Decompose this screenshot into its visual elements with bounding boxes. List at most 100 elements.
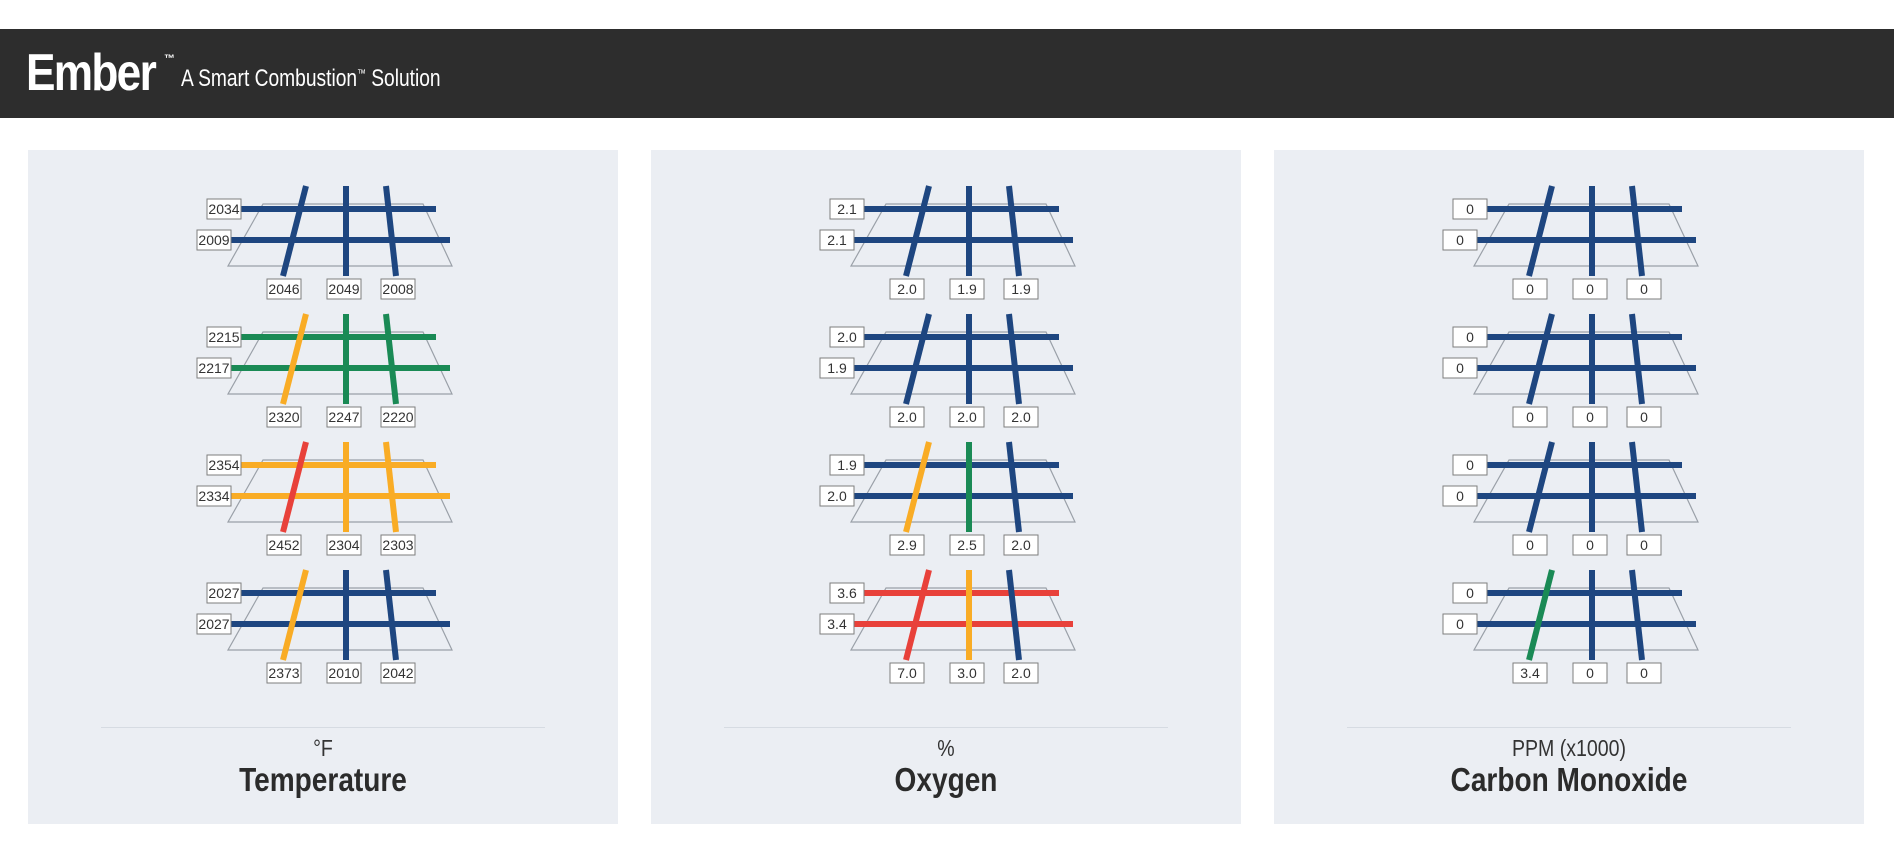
column-value: 0 [1586, 537, 1594, 553]
column-value-box [1003, 406, 1039, 428]
row-value-box [206, 198, 242, 220]
column-bar [383, 441, 399, 533]
row-value-box [1442, 357, 1478, 379]
row-value-box [196, 485, 232, 507]
column-value-box [266, 534, 302, 556]
column-value-box [1626, 406, 1662, 428]
column-value-box [1003, 278, 1039, 300]
row-value-box [1452, 454, 1488, 476]
row-value: 2.1 [827, 232, 847, 248]
row-value-box [1452, 198, 1488, 220]
column-value-box [1626, 278, 1662, 300]
column-bar [903, 569, 932, 661]
column-value: 2220 [382, 409, 413, 425]
brand-logo: Ember [26, 44, 157, 102]
level-3: 2354 2334 2452 2304 2303 [196, 441, 453, 556]
column-value: 0 [1526, 409, 1534, 425]
column-bar [903, 185, 932, 277]
row-value: 2027 [208, 585, 239, 601]
column-value: 2303 [382, 537, 413, 553]
column-value: 2.0 [1011, 665, 1031, 681]
column-value-box [380, 406, 416, 428]
column-value: 0 [1640, 281, 1648, 297]
column-value: 2.0 [897, 409, 917, 425]
row-value: 1.9 [837, 457, 857, 473]
row-value: 0 [1456, 232, 1464, 248]
unit-label: °F [313, 735, 333, 761]
oxygen-grid: 2.1 2.1 2.0 1.9 1.9 2.0 1.9 2.0 2.0 2.0 1.9 2.0 2.9 2… [819, 185, 1076, 684]
column-value: 3.0 [957, 665, 977, 681]
row-value-box [196, 613, 232, 635]
column-value: 2373 [268, 665, 299, 681]
level-outline [226, 331, 453, 395]
column-bar [280, 185, 309, 277]
column-value: 0 [1640, 665, 1648, 681]
level-outline [226, 459, 453, 523]
column-bar [1629, 569, 1645, 661]
column-value-box [380, 534, 416, 556]
level-1: 2.1 2.1 2.0 1.9 1.9 [819, 185, 1076, 300]
column-value-box [1626, 662, 1662, 684]
row-value: 0 [1466, 457, 1474, 473]
column-value: 7.0 [897, 665, 917, 681]
column-value-box [1512, 662, 1548, 684]
column-value-box [1512, 278, 1548, 300]
tagline: A Smart Combustion™ Solution [181, 67, 441, 91]
panel-divider [101, 727, 545, 728]
column-bar [280, 313, 309, 405]
column-value-box [1572, 406, 1608, 428]
column-value: 1.9 [1011, 281, 1031, 297]
column-value: 2320 [268, 409, 299, 425]
column-value-box [266, 278, 302, 300]
level-outline [849, 331, 1076, 395]
row-value-box [206, 454, 242, 476]
row-value-box [829, 454, 865, 476]
column-value: 2046 [268, 281, 299, 297]
row-value: 2215 [208, 329, 239, 345]
level-outline [1472, 331, 1699, 395]
column-value-box [1512, 406, 1548, 428]
column-bar [903, 313, 932, 405]
level-1: 000 0 0 [1442, 185, 1699, 300]
column-value-box [949, 278, 985, 300]
column-value-box [326, 406, 362, 428]
column-value: 2452 [268, 537, 299, 553]
temperature-grid: 2034 2009 2046 2049 2008 2215 2217 2320 2247 2220… [196, 185, 453, 684]
row-value-box [829, 198, 865, 220]
row-value: 2.1 [837, 201, 857, 217]
panel-title: Oxygen [894, 761, 998, 798]
column-value: 2.0 [957, 409, 977, 425]
column-bar [383, 569, 399, 661]
panel-divider [724, 727, 1168, 728]
row-value: 0 [1456, 488, 1464, 504]
panel-oxygen[interactable]: 2.1 2.1 2.0 1.9 1.9 2.0 1.9 2.0 2.0 2.0 1.9 2.0 2.9 2… [651, 150, 1241, 824]
level-outline [1472, 203, 1699, 267]
column-value: 0 [1526, 281, 1534, 297]
row-value: 2.0 [827, 488, 847, 504]
column-value: 2049 [328, 281, 359, 297]
column-value-box [326, 534, 362, 556]
column-value-box [889, 534, 925, 556]
row-value-box [819, 357, 855, 379]
panel-temperature[interactable]: 2034 2009 2046 2049 2008 2215 2217 2320 2247 2220… [28, 150, 618, 824]
panel-title: Temperature [239, 761, 407, 798]
row-value: 0 [1466, 585, 1474, 601]
column-value-box [949, 662, 985, 684]
row-value: 2034 [208, 201, 239, 217]
level-outline [849, 587, 1076, 651]
column-value: 2247 [328, 409, 359, 425]
level-2: 2215 2217 2320 2247 2220 [196, 313, 453, 428]
level-4: 003.4 0 0 [1442, 569, 1699, 684]
column-bar [1629, 313, 1645, 405]
column-value-box [1512, 534, 1548, 556]
panel-carbon-monoxide[interactable]: 0 0 0 0 0 0 0 0 0 0 0 0 0 0 0 0 0 3.4 0 0 PPM (x1000) Carbo… [1274, 150, 1864, 824]
column-bar [1006, 185, 1022, 277]
column-value-box [326, 662, 362, 684]
column-value: 0 [1640, 409, 1648, 425]
column-value-box [889, 406, 925, 428]
column-value-box [1572, 662, 1608, 684]
app-header: Ember ™ A Smart Combustion™ Solution [0, 29, 1894, 118]
level-outline [849, 459, 1076, 523]
row-value: 3.4 [827, 616, 847, 632]
brand-trademark: ™ [164, 53, 175, 65]
